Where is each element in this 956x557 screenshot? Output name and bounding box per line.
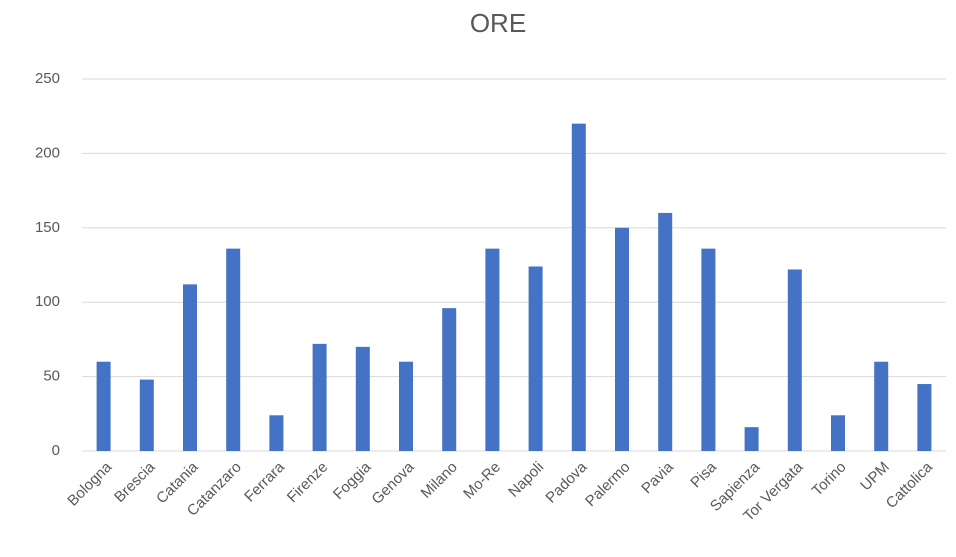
- bar: [226, 248, 241, 451]
- x-tick-label: Brescia: [111, 458, 159, 506]
- x-tick-label: Ferrara: [241, 458, 288, 505]
- bar: [442, 308, 457, 451]
- bar: [831, 415, 845, 451]
- bar: [269, 415, 284, 451]
- x-tick-label: Napoli: [505, 459, 547, 501]
- y-tick-label: 150: [35, 219, 60, 236]
- bar: [485, 248, 500, 451]
- x-tick-label: Genova: [368, 458, 418, 508]
- x-tick-label: Pisa: [687, 458, 720, 491]
- bar: [96, 361, 111, 451]
- bar: [787, 269, 802, 451]
- bar: [615, 227, 629, 451]
- bar: [917, 384, 932, 451]
- x-tick-label: Firenze: [284, 459, 331, 506]
- bar: [571, 123, 586, 451]
- chart-title: ORE: [470, 8, 526, 38]
- x-tick-label: Milano: [418, 459, 461, 502]
- bar: [701, 248, 716, 451]
- x-tick-label: UPM: [857, 459, 893, 495]
- x-tick-label: Torino: [809, 459, 850, 500]
- y-tick-label: 50: [43, 368, 60, 385]
- x-tick-label: Pavia: [638, 458, 677, 497]
- y-tick-label: 0: [52, 442, 60, 459]
- y-tick-label: 200: [35, 144, 60, 161]
- bar: [399, 361, 413, 451]
- bar: [183, 284, 197, 451]
- y-tick-label: 100: [35, 293, 60, 310]
- bar: [312, 343, 327, 451]
- bar: [355, 346, 370, 451]
- x-tick-label: Bologna: [64, 458, 115, 509]
- bar: [139, 379, 154, 451]
- bar: [528, 266, 543, 451]
- bar: [874, 361, 889, 451]
- x-tick-label: Mo-Re: [460, 459, 504, 503]
- y-tick-label: 250: [35, 70, 60, 87]
- x-tick-label: Cattolica: [883, 458, 937, 512]
- x-tick-label: Palermo: [582, 459, 634, 511]
- bar: [658, 212, 673, 451]
- bar: [744, 427, 759, 451]
